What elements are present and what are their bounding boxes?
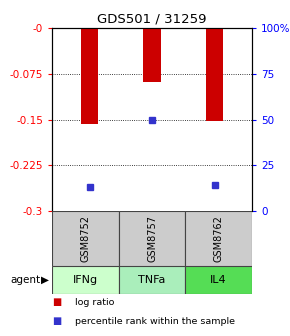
Text: IFNg: IFNg xyxy=(73,275,98,285)
Bar xyxy=(81,28,98,124)
Text: IL4: IL4 xyxy=(210,275,227,285)
Text: TNFa: TNFa xyxy=(138,275,166,285)
Bar xyxy=(206,28,223,121)
Text: GSM8757: GSM8757 xyxy=(147,215,157,262)
Title: GDS501 / 31259: GDS501 / 31259 xyxy=(97,12,207,26)
Bar xyxy=(52,266,119,294)
Bar xyxy=(119,211,185,266)
Bar xyxy=(52,211,119,266)
Text: percentile rank within the sample: percentile rank within the sample xyxy=(75,317,235,326)
Bar xyxy=(143,28,161,82)
Bar xyxy=(119,266,185,294)
Text: ▶: ▶ xyxy=(41,275,49,285)
Text: GSM8762: GSM8762 xyxy=(214,215,224,262)
Bar xyxy=(185,211,252,266)
Text: GSM8752: GSM8752 xyxy=(80,215,90,262)
Bar xyxy=(185,266,252,294)
Text: log ratio: log ratio xyxy=(75,298,115,307)
Text: ■: ■ xyxy=(52,297,61,307)
Text: ■: ■ xyxy=(52,316,61,326)
Text: agent: agent xyxy=(10,275,40,285)
